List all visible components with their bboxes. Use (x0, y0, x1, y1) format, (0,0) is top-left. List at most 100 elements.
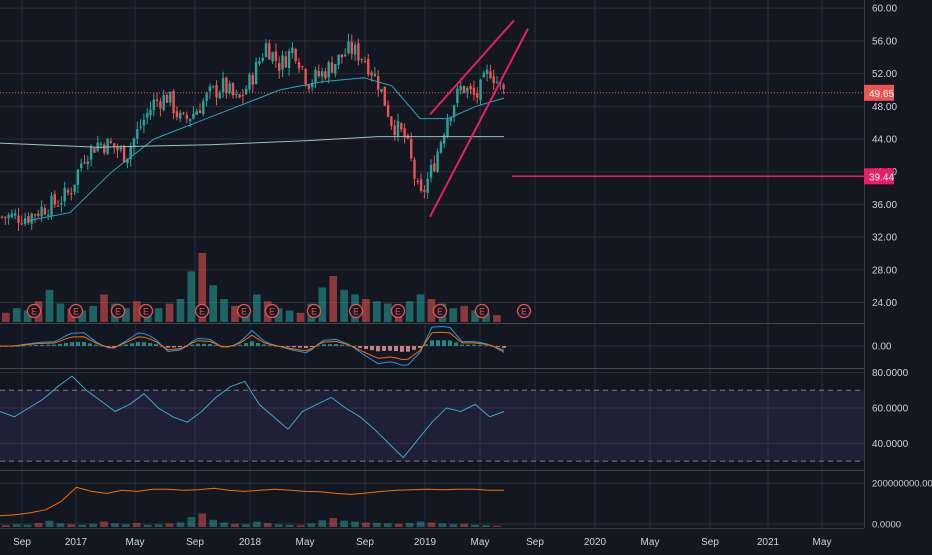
candle-body (456, 88, 459, 104)
macd-histogram-bar (364, 346, 368, 350)
candle-body (202, 101, 205, 115)
earnings-marker-label: E (479, 307, 485, 317)
candle-body (205, 93, 208, 102)
rsi-tick-label: 80.0000 (872, 368, 909, 379)
candle-body (314, 69, 317, 83)
macd-histogram-bar (238, 344, 242, 346)
candle-body (439, 142, 443, 153)
obv-volume-bar (253, 521, 261, 527)
macd-histogram-bar (70, 342, 74, 346)
obv-volume-bar (394, 523, 403, 527)
obv-volume-bar (318, 520, 327, 527)
earnings-marker-label: E (395, 307, 401, 317)
macd-histogram-bar (310, 346, 314, 348)
price-tick-label: 52.00 (872, 69, 897, 80)
candle-body (182, 112, 185, 114)
candle-body (40, 206, 43, 217)
candle-body (383, 86, 386, 106)
candle-body (446, 119, 449, 137)
earnings-marker-icon (474, 303, 490, 319)
time-tick-label: 2017 (65, 537, 88, 548)
candle-body (476, 92, 479, 98)
macd-signal-line (0, 331, 505, 361)
volume-bar (274, 308, 283, 322)
candle-body (367, 58, 370, 75)
wedge-lower-line (429, 28, 529, 218)
candle-body (482, 72, 485, 78)
candle-body (443, 134, 446, 144)
macd-histogram-bar (142, 342, 146, 346)
volume-bar (427, 299, 436, 322)
price-tick-label: 36.00 (872, 200, 897, 211)
macd-histogram-bar (268, 345, 272, 347)
macd-line (0, 326, 505, 366)
earnings-marker-icon (236, 303, 252, 319)
macd-histogram-bar (166, 346, 170, 348)
candle-body (393, 125, 396, 136)
candle-body (350, 41, 353, 55)
candle-body (360, 58, 363, 60)
obv-volume-bar (471, 524, 479, 527)
candle-body (4, 216, 7, 218)
candle-body (377, 76, 380, 90)
time-tick-label: May (296, 537, 315, 548)
candle-body (353, 44, 357, 55)
candle-body (215, 85, 218, 98)
earnings-marker-icon (138, 303, 154, 319)
macd-histogram-bar (256, 342, 260, 346)
candle-body (179, 112, 182, 119)
candle-body (146, 113, 149, 118)
obv-volume-bar (187, 517, 196, 527)
obv-volume-bar (274, 524, 283, 527)
candle-body (119, 147, 122, 150)
candle-body (261, 57, 264, 62)
earnings-marker-label: E (241, 307, 247, 317)
macd-histogram-bar (412, 346, 416, 350)
volume-bar (23, 310, 32, 322)
price-tick-label: 48.00 (872, 102, 897, 113)
candle-body (472, 87, 476, 95)
obv-volume-bar (78, 524, 87, 527)
obv-volume-bar (132, 522, 141, 527)
candle-body (10, 213, 14, 218)
candle-body (301, 66, 304, 68)
volume-bar (482, 312, 490, 322)
candle-body (37, 213, 40, 216)
candle-body (53, 194, 56, 205)
candle-body (241, 95, 245, 97)
volume-bar (209, 285, 217, 322)
obv-volume-bar (220, 522, 228, 527)
volume-bar (416, 294, 425, 322)
macd-histogram-bar (496, 346, 500, 347)
candle-body (23, 218, 27, 224)
volume-bar (100, 294, 108, 322)
earnings-marker-icon (26, 303, 42, 319)
price-plot[interactable] (0, 19, 864, 231)
price-tick-label: 24.00 (872, 298, 897, 309)
macd-histogram-bar (130, 343, 134, 346)
candle-body (149, 109, 152, 116)
obv-volume-bar (209, 519, 217, 527)
candle-body (208, 86, 212, 92)
obv-volume-bar (405, 522, 414, 527)
candle-body (192, 113, 195, 119)
candle-body (132, 138, 136, 148)
price-axis[interactable]: 60.0056.0052.0048.0044.0040.0036.0032.00… (864, 0, 932, 550)
candle-body (436, 151, 439, 172)
candle-body (162, 95, 165, 111)
earnings-marker-icon (432, 303, 448, 319)
time-axis[interactable]: Sep 2017 May Sep 2018 May Sep 2019 May Sep 2020 May… (0, 528, 864, 549)
macd-histogram-bar (262, 344, 266, 346)
volume-bar (187, 271, 196, 322)
candle-body (159, 101, 162, 109)
candle-body (386, 105, 390, 117)
candle-body (56, 205, 60, 207)
candle-body (86, 161, 89, 164)
candle-body (307, 84, 311, 89)
macd-histogram-bar (466, 344, 470, 346)
price-tick-label: 28.00 (872, 265, 897, 276)
candle-body (429, 164, 433, 178)
